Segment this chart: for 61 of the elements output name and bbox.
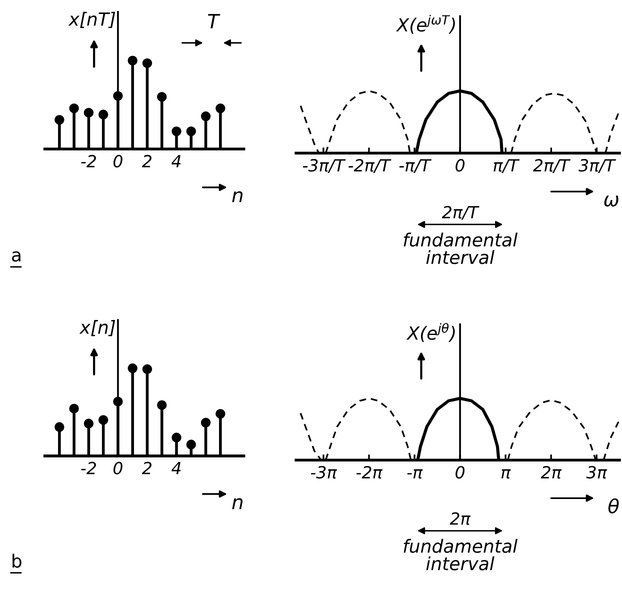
- x-tick-label: 3π: [586, 466, 608, 479]
- y-axis-title: x[nT]: [68, 12, 116, 28]
- x-tick-label: 0: [456, 466, 465, 479]
- x-tick-label: -π/T: [399, 159, 432, 173]
- x-tick-label: -3π/T: [302, 159, 346, 173]
- point: [172, 126, 182, 136]
- x-tick-label: 4: [172, 155, 181, 168]
- point: [84, 418, 94, 428]
- point: [186, 440, 196, 450]
- x-tick-label: π/T: [494, 159, 520, 173]
- x-tick-label: -2: [81, 462, 96, 474]
- point: [186, 126, 196, 136]
- x-tick-label: 2: [142, 462, 152, 474]
- x-tick-label: 2π: [540, 466, 562, 479]
- x-tick-label: -2: [81, 154, 96, 168]
- point: [216, 103, 226, 114]
- point: [113, 91, 123, 101]
- y-axis-title: X(e$^{jθ}$): [406, 322, 455, 342]
- point: [200, 418, 211, 428]
- point: [84, 108, 94, 118]
- point: [113, 396, 123, 406]
- x-tick-label: 3π/T: [578, 159, 616, 173]
- x-tick-label: 0: [456, 159, 465, 172]
- x-axis-title: n: [232, 191, 243, 202]
- point: [200, 111, 211, 122]
- point: [98, 415, 108, 425]
- x-tick-label: 0: [113, 462, 122, 474]
- x-tick-label: -2π: [356, 466, 383, 479]
- point: [128, 56, 138, 66]
- x-tick-label: π: [501, 469, 511, 479]
- x-tick-label: 2π/T: [533, 159, 570, 173]
- text: 2π: [450, 512, 471, 525]
- x-tick-label: -3π: [310, 466, 338, 479]
- y-axis-title: x[n]: [79, 320, 116, 336]
- point: [54, 422, 64, 432]
- x-tick-label: -π: [407, 469, 423, 479]
- point: [54, 114, 64, 125]
- x-tick-label: 4: [172, 462, 181, 474]
- x-tick-label: 0: [113, 154, 122, 168]
- x-tick-label: 2: [142, 154, 152, 168]
- y-axis-title: X(e$^{jωT}$): [396, 14, 455, 34]
- point: [142, 58, 152, 68]
- text: fundamental interval: [404, 538, 518, 570]
- point: [157, 400, 167, 410]
- text: a: [12, 251, 20, 262]
- point: [98, 110, 108, 120]
- point: [69, 103, 79, 114]
- x-axis-title: ω: [604, 196, 618, 207]
- point: [216, 408, 226, 419]
- text: fundamental interval: [404, 232, 518, 264]
- x-axis-title: θ: [608, 498, 619, 514]
- text: 2π/T: [442, 206, 480, 220]
- point: [157, 92, 167, 102]
- point: [172, 432, 182, 442]
- point: [69, 404, 79, 414]
- text: T: [208, 14, 220, 28]
- point: [142, 364, 152, 374]
- text: b: [12, 554, 22, 568]
- x-tick-label: -2π/T: [348, 159, 392, 173]
- x-axis-title: n: [232, 498, 243, 510]
- point: [128, 363, 138, 374]
